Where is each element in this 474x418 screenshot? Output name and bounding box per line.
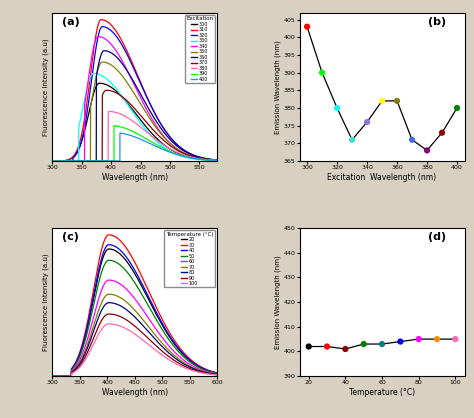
Point xyxy=(408,136,416,143)
Point xyxy=(305,343,312,350)
Point xyxy=(342,346,349,352)
Point xyxy=(378,341,386,347)
Point xyxy=(348,136,356,143)
Y-axis label: Fluorescence Intensity (a.u): Fluorescence Intensity (a.u) xyxy=(43,38,49,135)
Text: (c): (c) xyxy=(62,232,79,242)
Text: (a): (a) xyxy=(62,17,80,27)
Point xyxy=(323,343,331,350)
Point xyxy=(423,147,431,154)
Point xyxy=(397,338,404,345)
Point xyxy=(378,97,386,104)
Point xyxy=(360,341,367,347)
Point xyxy=(438,129,446,136)
Y-axis label: Emission Wavelength (nm): Emission Wavelength (nm) xyxy=(274,255,281,349)
X-axis label: Temperature (°C): Temperature (°C) xyxy=(349,388,415,397)
Y-axis label: Emission Wavelength (nm): Emission Wavelength (nm) xyxy=(274,40,281,134)
Point xyxy=(433,336,441,342)
Point xyxy=(453,104,461,111)
Text: (b): (b) xyxy=(428,17,447,27)
Point xyxy=(363,119,371,125)
X-axis label: Wavelength (nm): Wavelength (nm) xyxy=(101,388,168,397)
X-axis label: Excitation  Wavelength (nm): Excitation Wavelength (nm) xyxy=(328,173,437,182)
Y-axis label: Fluorescence Intensity (a.u): Fluorescence Intensity (a.u) xyxy=(43,253,49,351)
Point xyxy=(415,336,422,342)
Legend: 300, 310, 320, 330, 340, 350, 360, 370, 380, 390, 400: 300, 310, 320, 330, 340, 350, 360, 370, … xyxy=(184,15,215,83)
Point xyxy=(452,336,459,342)
Text: (d): (d) xyxy=(428,232,447,242)
Point xyxy=(393,97,401,104)
X-axis label: Wavelength (nm): Wavelength (nm) xyxy=(101,173,168,182)
Point xyxy=(303,23,311,30)
Point xyxy=(333,104,341,111)
Legend: 20, 30, 40, 50, 60, 70, 80, 90, 100: 20, 30, 40, 50, 60, 70, 80, 90, 100 xyxy=(164,230,215,288)
Point xyxy=(318,69,326,76)
